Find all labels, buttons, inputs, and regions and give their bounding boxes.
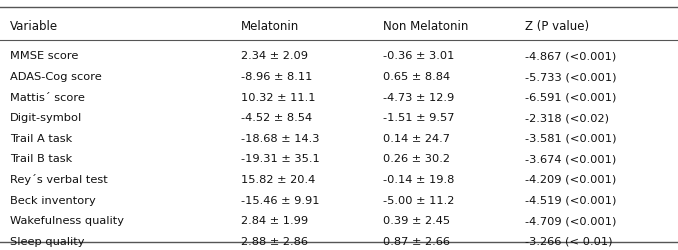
Text: -4.519 (<0.001): -4.519 (<0.001) [525,195,617,205]
Text: -3.266 (< 0.01): -3.266 (< 0.01) [525,236,613,246]
Text: -6.591 (<0.001): -6.591 (<0.001) [525,92,617,102]
Text: 15.82 ± 20.4: 15.82 ± 20.4 [241,174,315,184]
Text: 0.87 ± 2.66: 0.87 ± 2.66 [383,236,450,246]
Text: MMSE score: MMSE score [10,51,79,61]
Text: 10.32 ± 11.1: 10.32 ± 11.1 [241,92,315,102]
Text: -15.46 ± 9.91: -15.46 ± 9.91 [241,195,319,205]
Text: ADAS-Cog score: ADAS-Cog score [10,72,102,82]
Text: -3.674 (<0.001): -3.674 (<0.001) [525,154,617,164]
Text: -8.96 ± 8.11: -8.96 ± 8.11 [241,72,312,82]
Text: 0.26 ± 30.2: 0.26 ± 30.2 [383,154,450,164]
Text: -0.14 ± 19.8: -0.14 ± 19.8 [383,174,454,184]
Text: -4.73 ± 12.9: -4.73 ± 12.9 [383,92,454,102]
Text: 0.39 ± 2.45: 0.39 ± 2.45 [383,215,450,225]
Text: 0.65 ± 8.84: 0.65 ± 8.84 [383,72,450,82]
Text: 2.88 ± 2.86: 2.88 ± 2.86 [241,236,308,246]
Text: -2.318 (<0.02): -2.318 (<0.02) [525,113,610,123]
Text: Trail B task: Trail B task [10,154,73,164]
Text: -0.36 ± 3.01: -0.36 ± 3.01 [383,51,454,61]
Text: 2.34 ± 2.09: 2.34 ± 2.09 [241,51,308,61]
Text: 0.14 ± 24.7: 0.14 ± 24.7 [383,133,450,143]
Text: -5.00 ± 11.2: -5.00 ± 11.2 [383,195,454,205]
Text: Mattis´ score: Mattis´ score [10,92,85,102]
Text: Non Melatonin: Non Melatonin [383,20,468,33]
Text: -18.68 ± 14.3: -18.68 ± 14.3 [241,133,319,143]
Text: -5.733 (<0.001): -5.733 (<0.001) [525,72,617,82]
Text: Z (P value): Z (P value) [525,20,590,33]
Text: -1.51 ± 9.57: -1.51 ± 9.57 [383,113,454,123]
Text: Rey´s verbal test: Rey´s verbal test [10,174,108,185]
Text: -19.31 ± 35.1: -19.31 ± 35.1 [241,154,319,164]
Text: Variable: Variable [10,20,58,33]
Text: Melatonin: Melatonin [241,20,299,33]
Text: -4.709 (<0.001): -4.709 (<0.001) [525,215,617,225]
Text: Wakefulness quality: Wakefulness quality [10,215,124,225]
Text: Beck inventory: Beck inventory [10,195,96,205]
Text: Sleep quality: Sleep quality [10,236,85,246]
Text: Digit-symbol: Digit-symbol [10,113,83,123]
Text: Trail A task: Trail A task [10,133,73,143]
Text: -4.52 ± 8.54: -4.52 ± 8.54 [241,113,312,123]
Text: -4.867 (<0.001): -4.867 (<0.001) [525,51,617,61]
Text: 2.84 ± 1.99: 2.84 ± 1.99 [241,215,308,225]
Text: -4.209 (<0.001): -4.209 (<0.001) [525,174,617,184]
Text: -3.581 (<0.001): -3.581 (<0.001) [525,133,617,143]
